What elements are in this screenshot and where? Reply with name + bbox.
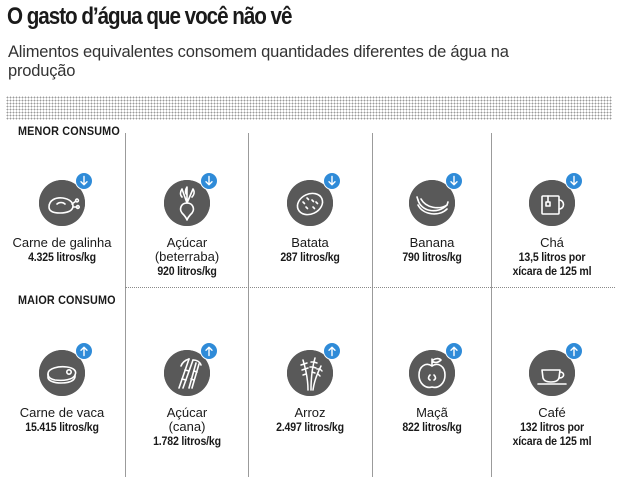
column-divider bbox=[125, 133, 126, 477]
arrow-down-icon bbox=[565, 172, 583, 190]
food-name: Café bbox=[538, 405, 566, 420]
beet-icon bbox=[164, 180, 210, 226]
water-amount: 920 litros/kg bbox=[157, 264, 217, 278]
food-name: Carne de galinha bbox=[12, 235, 112, 250]
column-divider bbox=[248, 133, 249, 477]
arrow-down-icon bbox=[323, 172, 341, 190]
section-label-low: MENOR CONSUMO bbox=[18, 124, 120, 138]
apple-icon bbox=[409, 350, 455, 396]
water-amount: 4.325 litros/kg bbox=[28, 250, 96, 264]
food-item-banana: Banana 790 litros/kg bbox=[372, 172, 492, 264]
water-amount: 13,5 litros por xícara de 125 ml bbox=[512, 250, 592, 278]
water-amount: 2.497 litros/kg bbox=[276, 420, 344, 434]
food-item-coffee: Café 132 litros por xícara de 125 ml bbox=[492, 342, 612, 448]
food-item-tea: Chá 13,5 litros por xícara de 125 ml bbox=[492, 172, 612, 278]
water-amount: 15.415 litros/kg bbox=[25, 420, 99, 434]
column-divider bbox=[372, 133, 373, 477]
water-amount: 822 litros/kg bbox=[402, 420, 462, 434]
chicken-icon bbox=[39, 180, 85, 226]
food-item-beet-sugar: Açúcar (beterraba) 920 litros/kg bbox=[127, 172, 247, 278]
rice-icon bbox=[287, 350, 333, 396]
section-label-high: MAIOR CONSUMO bbox=[18, 293, 116, 307]
arrow-down-icon bbox=[445, 172, 463, 190]
arrow-down-icon bbox=[75, 172, 93, 190]
food-name: Banana bbox=[409, 235, 455, 250]
arrow-up-icon bbox=[323, 342, 341, 360]
dotted-separator bbox=[6, 96, 612, 120]
food-item-cane-sugar: Açúcar (cana) 1.782 litros/kg bbox=[127, 342, 247, 448]
arrow-up-icon bbox=[565, 342, 583, 360]
arrow-up-icon bbox=[445, 342, 463, 360]
water-amount: 287 litros/kg bbox=[280, 250, 340, 264]
food-item-chicken: Carne de galinha 4.325 litros/kg bbox=[2, 172, 122, 264]
water-amount: 1.782 litros/kg bbox=[153, 434, 221, 448]
food-item-beef: Carne de vaca 15.415 litros/kg bbox=[2, 342, 122, 434]
page-title: O gasto d’água que você não vê bbox=[7, 3, 292, 30]
food-name: Açúcar (cana) bbox=[166, 405, 208, 434]
food-name: Carne de vaca bbox=[19, 405, 105, 420]
food-name: Arroz bbox=[294, 405, 326, 420]
food-item-apple: Maçã 822 litros/kg bbox=[372, 342, 492, 434]
arrow-up-icon bbox=[200, 342, 218, 360]
beef-icon bbox=[39, 350, 85, 396]
arrow-up-icon bbox=[75, 342, 93, 360]
column-divider bbox=[491, 133, 492, 477]
food-item-rice: Arroz 2.497 litros/kg bbox=[250, 342, 370, 434]
food-name: Açúcar (beterraba) bbox=[154, 235, 220, 264]
arrow-down-icon bbox=[200, 172, 218, 190]
page-subtitle: Alimentos equivalentes consomem quantida… bbox=[8, 43, 509, 80]
water-amount: 790 litros/kg bbox=[402, 250, 462, 264]
food-name: Maçã bbox=[416, 405, 448, 420]
row-divider bbox=[125, 287, 615, 288]
water-amount: 132 litros por xícara de 125 ml bbox=[512, 420, 592, 448]
food-name: Batata bbox=[291, 235, 329, 250]
food-item-potato: Batata 287 litros/kg bbox=[250, 172, 370, 264]
food-name: Chá bbox=[540, 235, 564, 250]
